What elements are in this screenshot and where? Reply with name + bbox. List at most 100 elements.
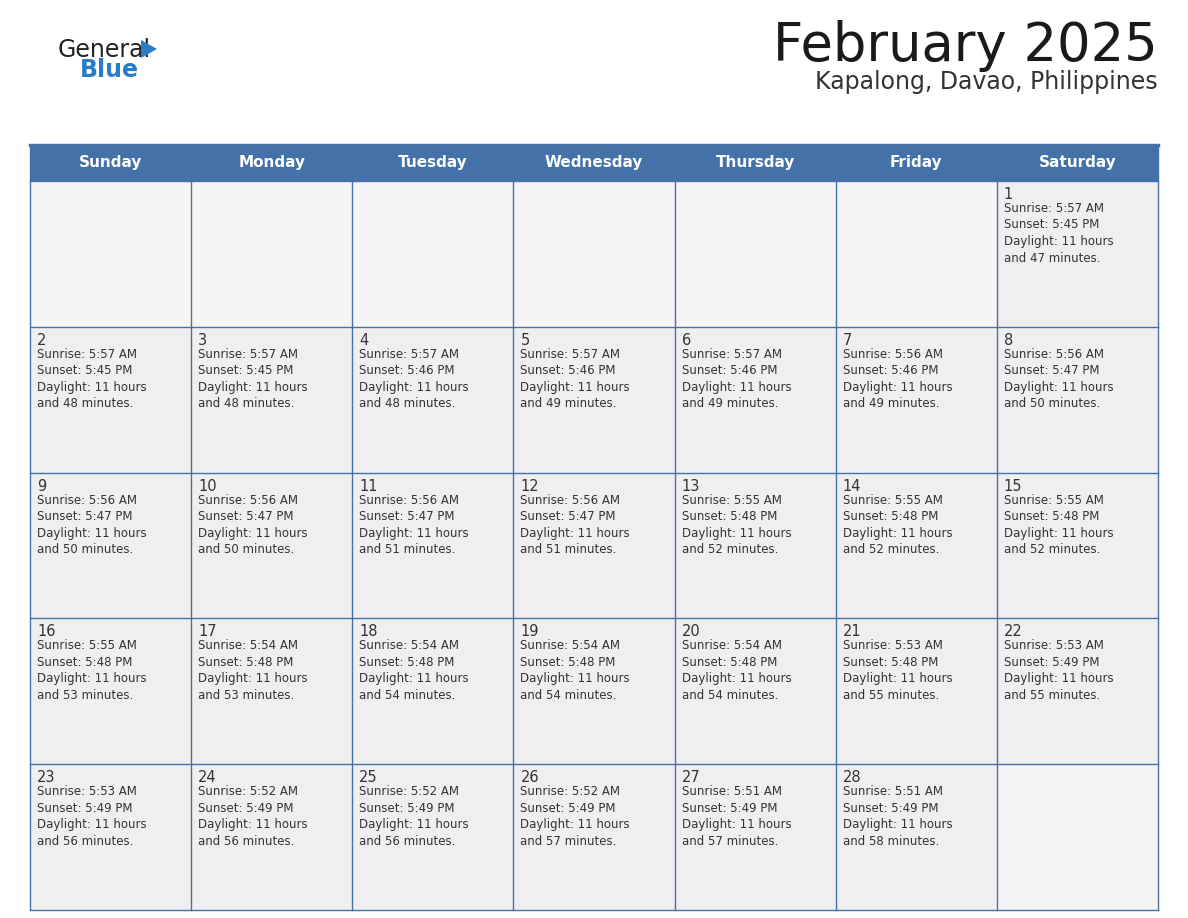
Text: 13: 13: [682, 478, 700, 494]
Bar: [353, 327, 513, 473]
Bar: [30, 181, 191, 327]
Text: 23: 23: [37, 770, 56, 785]
Text: 28: 28: [842, 770, 861, 785]
Text: 9: 9: [37, 478, 46, 494]
Bar: [835, 473, 997, 619]
Bar: [675, 473, 835, 619]
Text: 12: 12: [520, 478, 539, 494]
Text: Sunrise: 5:56 AM
Sunset: 5:47 PM
Daylight: 11 hours
and 50 minutes.: Sunrise: 5:56 AM Sunset: 5:47 PM Dayligh…: [1004, 348, 1113, 410]
Text: Sunrise: 5:57 AM
Sunset: 5:45 PM
Daylight: 11 hours
and 48 minutes.: Sunrise: 5:57 AM Sunset: 5:45 PM Dayligh…: [37, 348, 146, 410]
Text: Sunrise: 5:51 AM
Sunset: 5:49 PM
Daylight: 11 hours
and 58 minutes.: Sunrise: 5:51 AM Sunset: 5:49 PM Dayligh…: [842, 785, 953, 847]
Text: 4: 4: [359, 333, 368, 348]
Bar: [30, 327, 191, 473]
Text: Sunrise: 5:55 AM
Sunset: 5:48 PM
Daylight: 11 hours
and 52 minutes.: Sunrise: 5:55 AM Sunset: 5:48 PM Dayligh…: [1004, 494, 1113, 556]
Bar: [191, 181, 353, 327]
Text: 7: 7: [842, 333, 852, 348]
Text: Thursday: Thursday: [715, 155, 795, 171]
Text: Sunrise: 5:56 AM
Sunset: 5:47 PM
Daylight: 11 hours
and 51 minutes.: Sunrise: 5:56 AM Sunset: 5:47 PM Dayligh…: [359, 494, 469, 556]
Bar: [675, 327, 835, 473]
Text: Tuesday: Tuesday: [398, 155, 468, 171]
Text: 6: 6: [682, 333, 690, 348]
Text: Sunrise: 5:56 AM
Sunset: 5:46 PM
Daylight: 11 hours
and 49 minutes.: Sunrise: 5:56 AM Sunset: 5:46 PM Dayligh…: [842, 348, 953, 410]
Text: 10: 10: [198, 478, 216, 494]
Bar: [513, 327, 675, 473]
Text: Sunrise: 5:53 AM
Sunset: 5:49 PM
Daylight: 11 hours
and 56 minutes.: Sunrise: 5:53 AM Sunset: 5:49 PM Dayligh…: [37, 785, 146, 847]
Bar: [513, 181, 675, 327]
Bar: [30, 473, 191, 619]
Text: Sunrise: 5:51 AM
Sunset: 5:49 PM
Daylight: 11 hours
and 57 minutes.: Sunrise: 5:51 AM Sunset: 5:49 PM Dayligh…: [682, 785, 791, 847]
Text: Monday: Monday: [239, 155, 305, 171]
Text: 27: 27: [682, 770, 700, 785]
Text: Sunrise: 5:54 AM
Sunset: 5:48 PM
Daylight: 11 hours
and 54 minutes.: Sunrise: 5:54 AM Sunset: 5:48 PM Dayligh…: [682, 640, 791, 702]
Bar: [513, 764, 675, 910]
Polygon shape: [141, 40, 157, 58]
Bar: [835, 764, 997, 910]
Bar: [353, 181, 513, 327]
Text: Sunrise: 5:52 AM
Sunset: 5:49 PM
Daylight: 11 hours
and 57 minutes.: Sunrise: 5:52 AM Sunset: 5:49 PM Dayligh…: [520, 785, 630, 847]
Text: Sunrise: 5:54 AM
Sunset: 5:48 PM
Daylight: 11 hours
and 53 minutes.: Sunrise: 5:54 AM Sunset: 5:48 PM Dayligh…: [198, 640, 308, 702]
Bar: [675, 181, 835, 327]
Text: Sunday: Sunday: [78, 155, 143, 171]
Text: 8: 8: [1004, 333, 1013, 348]
Bar: [30, 764, 191, 910]
Bar: [513, 473, 675, 619]
Text: February 2025: February 2025: [773, 20, 1158, 72]
Text: 25: 25: [359, 770, 378, 785]
Bar: [997, 619, 1158, 764]
Text: Sunrise: 5:54 AM
Sunset: 5:48 PM
Daylight: 11 hours
and 54 minutes.: Sunrise: 5:54 AM Sunset: 5:48 PM Dayligh…: [520, 640, 630, 702]
Bar: [675, 619, 835, 764]
Bar: [835, 327, 997, 473]
Text: 20: 20: [682, 624, 700, 640]
Bar: [191, 764, 353, 910]
Text: 17: 17: [198, 624, 216, 640]
Text: Sunrise: 5:52 AM
Sunset: 5:49 PM
Daylight: 11 hours
and 56 minutes.: Sunrise: 5:52 AM Sunset: 5:49 PM Dayligh…: [198, 785, 308, 847]
Text: 3: 3: [198, 333, 207, 348]
Bar: [353, 619, 513, 764]
Text: 11: 11: [359, 478, 378, 494]
Bar: [30, 145, 1158, 181]
Text: Sunrise: 5:56 AM
Sunset: 5:47 PM
Daylight: 11 hours
and 50 minutes.: Sunrise: 5:56 AM Sunset: 5:47 PM Dayligh…: [198, 494, 308, 556]
Text: 1: 1: [1004, 187, 1013, 202]
Bar: [997, 181, 1158, 327]
Text: Sunrise: 5:57 AM
Sunset: 5:45 PM
Daylight: 11 hours
and 47 minutes.: Sunrise: 5:57 AM Sunset: 5:45 PM Dayligh…: [1004, 202, 1113, 264]
Bar: [997, 764, 1158, 910]
Text: 21: 21: [842, 624, 861, 640]
Bar: [191, 327, 353, 473]
Bar: [997, 473, 1158, 619]
Text: Sunrise: 5:55 AM
Sunset: 5:48 PM
Daylight: 11 hours
and 52 minutes.: Sunrise: 5:55 AM Sunset: 5:48 PM Dayligh…: [682, 494, 791, 556]
Text: 22: 22: [1004, 624, 1023, 640]
Bar: [191, 473, 353, 619]
Bar: [835, 619, 997, 764]
Bar: [191, 619, 353, 764]
Bar: [513, 619, 675, 764]
Text: Sunrise: 5:52 AM
Sunset: 5:49 PM
Daylight: 11 hours
and 56 minutes.: Sunrise: 5:52 AM Sunset: 5:49 PM Dayligh…: [359, 785, 469, 847]
Text: Kapalong, Davao, Philippines: Kapalong, Davao, Philippines: [815, 70, 1158, 94]
Text: General: General: [58, 38, 151, 62]
Text: 2: 2: [37, 333, 46, 348]
Bar: [353, 764, 513, 910]
Bar: [835, 181, 997, 327]
Text: Sunrise: 5:55 AM
Sunset: 5:48 PM
Daylight: 11 hours
and 52 minutes.: Sunrise: 5:55 AM Sunset: 5:48 PM Dayligh…: [842, 494, 953, 556]
Text: Saturday: Saturday: [1038, 155, 1117, 171]
Bar: [30, 619, 191, 764]
Text: Blue: Blue: [80, 58, 139, 82]
Text: 26: 26: [520, 770, 539, 785]
Text: 15: 15: [1004, 478, 1023, 494]
Text: 24: 24: [198, 770, 216, 785]
Text: 5: 5: [520, 333, 530, 348]
Text: 18: 18: [359, 624, 378, 640]
Text: Sunrise: 5:56 AM
Sunset: 5:47 PM
Daylight: 11 hours
and 50 minutes.: Sunrise: 5:56 AM Sunset: 5:47 PM Dayligh…: [37, 494, 146, 556]
Text: Sunrise: 5:57 AM
Sunset: 5:46 PM
Daylight: 11 hours
and 49 minutes.: Sunrise: 5:57 AM Sunset: 5:46 PM Dayligh…: [682, 348, 791, 410]
Bar: [997, 327, 1158, 473]
Text: Sunrise: 5:57 AM
Sunset: 5:45 PM
Daylight: 11 hours
and 48 minutes.: Sunrise: 5:57 AM Sunset: 5:45 PM Dayligh…: [198, 348, 308, 410]
Text: 14: 14: [842, 478, 861, 494]
Text: Friday: Friday: [890, 155, 942, 171]
Text: Sunrise: 5:53 AM
Sunset: 5:49 PM
Daylight: 11 hours
and 55 minutes.: Sunrise: 5:53 AM Sunset: 5:49 PM Dayligh…: [1004, 640, 1113, 702]
Bar: [353, 473, 513, 619]
Text: Sunrise: 5:53 AM
Sunset: 5:48 PM
Daylight: 11 hours
and 55 minutes.: Sunrise: 5:53 AM Sunset: 5:48 PM Dayligh…: [842, 640, 953, 702]
Text: Sunrise: 5:54 AM
Sunset: 5:48 PM
Daylight: 11 hours
and 54 minutes.: Sunrise: 5:54 AM Sunset: 5:48 PM Dayligh…: [359, 640, 469, 702]
Text: 16: 16: [37, 624, 56, 640]
Text: Sunrise: 5:55 AM
Sunset: 5:48 PM
Daylight: 11 hours
and 53 minutes.: Sunrise: 5:55 AM Sunset: 5:48 PM Dayligh…: [37, 640, 146, 702]
Bar: [675, 764, 835, 910]
Text: Sunrise: 5:57 AM
Sunset: 5:46 PM
Daylight: 11 hours
and 48 minutes.: Sunrise: 5:57 AM Sunset: 5:46 PM Dayligh…: [359, 348, 469, 410]
